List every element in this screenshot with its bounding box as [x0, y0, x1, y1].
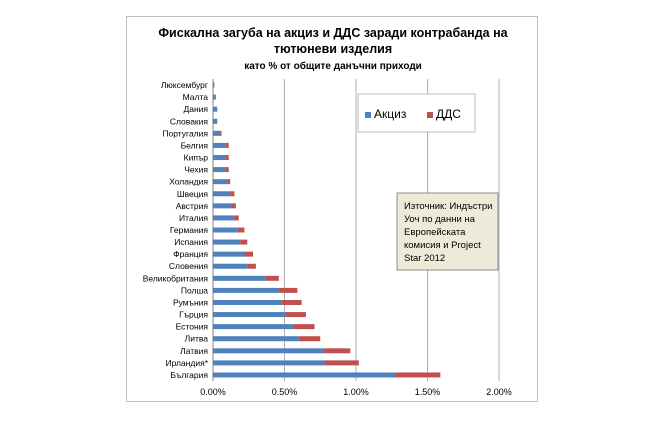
bar-excise — [213, 142, 226, 148]
category-label: Швеция — [177, 189, 209, 199]
chart-canvas: Фискална загуба на акциз и ДДС заради ко… — [143, 26, 512, 397]
category-label: Холандия — [169, 177, 208, 187]
category-label: Италия — [179, 213, 208, 223]
category-label: Франция — [173, 249, 208, 259]
category-label: Гърция — [179, 310, 208, 320]
bar-vat — [244, 251, 254, 257]
category-label: Малта — [183, 92, 209, 102]
source-line-3: Европейската — [404, 227, 466, 238]
bar-vat — [298, 336, 321, 342]
source-line-2: Уоч по данни на — [404, 214, 476, 225]
bar-excise — [213, 94, 216, 100]
bar-excise — [213, 130, 221, 136]
source-box — [396, 192, 499, 271]
bar-excise — [213, 191, 231, 197]
source-line-5: Star 2012 — [404, 253, 445, 264]
category-label: Латвия — [180, 346, 208, 356]
bar-vat — [230, 191, 235, 197]
category-label: Португалия — [162, 128, 208, 138]
bar-excise — [213, 82, 215, 88]
bar-excise — [213, 118, 218, 124]
bar-excise — [213, 203, 232, 209]
bar-excise — [213, 360, 325, 366]
bar-excise — [213, 312, 286, 318]
bar-vat — [265, 275, 279, 281]
bar-excise — [213, 348, 324, 354]
source-line-1: Източник: Индъстри — [404, 201, 492, 212]
chart-frame: Фискална загуба на акциз и ДДС заради ко… — [126, 16, 538, 402]
category-label: Чехия — [184, 165, 208, 175]
legend: Акциз ДДС — [357, 93, 476, 133]
bar-excise — [213, 287, 279, 293]
bar-vat — [247, 263, 256, 269]
bar-vat — [231, 203, 236, 209]
category-label: Германия — [170, 225, 209, 235]
bar-excise — [213, 155, 226, 161]
bar-vat — [220, 130, 222, 136]
bar-vat — [225, 155, 229, 161]
bar-excise — [213, 336, 299, 342]
category-label: Словакия — [170, 116, 209, 126]
bar-excise — [213, 299, 282, 305]
category-label: Испания — [174, 237, 208, 247]
x-tick-label: 0.50% — [272, 387, 298, 397]
legend-box — [357, 93, 476, 133]
bar-vat — [278, 287, 298, 293]
bar-vat — [324, 360, 359, 366]
bar-vat — [285, 312, 306, 318]
legend-label-excise: Акциз — [374, 107, 407, 121]
source-line-4: комисия и Project — [404, 240, 481, 251]
bar-vat — [281, 299, 302, 305]
bar-excise — [213, 215, 235, 221]
bar-excise — [213, 106, 218, 112]
category-label: Великобритания — [143, 273, 209, 283]
bar-vat — [237, 227, 245, 233]
bar-excise — [213, 179, 228, 185]
legend-swatch-vat — [427, 112, 433, 118]
source-annotation: Източник: Индъстри Уоч по данни на Европ… — [396, 192, 499, 271]
bar-excise — [213, 372, 397, 378]
legend-swatch-excise — [365, 112, 371, 118]
bar-excise — [213, 251, 245, 257]
category-label: Люксембург — [161, 80, 208, 90]
bar-excise — [213, 324, 294, 330]
bars — [213, 82, 441, 378]
bar-excise — [213, 239, 241, 245]
category-label: Естония — [176, 322, 209, 332]
category-label: Румъния — [173, 297, 208, 307]
bar-vat — [225, 142, 229, 148]
category-label: Словения — [169, 261, 209, 271]
bar-vat — [323, 348, 351, 354]
category-labels: Люксембург Малта Дания Словакия Португалия Бе… — [143, 80, 209, 380]
x-tick-label: 2.00% — [486, 387, 512, 397]
bar-vat — [240, 239, 248, 245]
bar-excise — [213, 263, 248, 269]
bar-vat — [227, 179, 231, 185]
chart-title-line2: тютюневи изделия — [274, 42, 392, 56]
x-tick-labels: 0.00% 0.50% 1.00% 1.50% 2.00% — [200, 387, 512, 397]
bar-excise — [213, 275, 266, 281]
chart-title-line1: Фискална загуба на акциз и ДДС заради ко… — [158, 26, 508, 40]
category-label: България — [170, 370, 208, 380]
category-label: Дания — [183, 104, 208, 114]
category-label: Полша — [181, 285, 208, 295]
category-label: Литва — [185, 334, 209, 344]
bar-vat — [234, 215, 239, 221]
chart-subtitle: като % от общите данъчни приходи — [244, 60, 422, 72]
bar-vat — [225, 167, 229, 173]
category-label: Кипър — [184, 153, 209, 163]
x-tick-label: 0.00% — [200, 387, 226, 397]
bar-vat — [293, 324, 315, 330]
x-tick-label: 1.00% — [343, 387, 369, 397]
category-label: Австрия — [176, 201, 209, 211]
bar-excise — [213, 167, 226, 173]
bar-excise — [213, 227, 238, 233]
category-label: Ирландия* — [165, 358, 208, 368]
bar-vat — [396, 372, 441, 378]
legend-label-vat: ДДС — [436, 107, 461, 121]
category-label: Белгия — [181, 140, 209, 150]
x-tick-label: 1.50% — [415, 387, 441, 397]
